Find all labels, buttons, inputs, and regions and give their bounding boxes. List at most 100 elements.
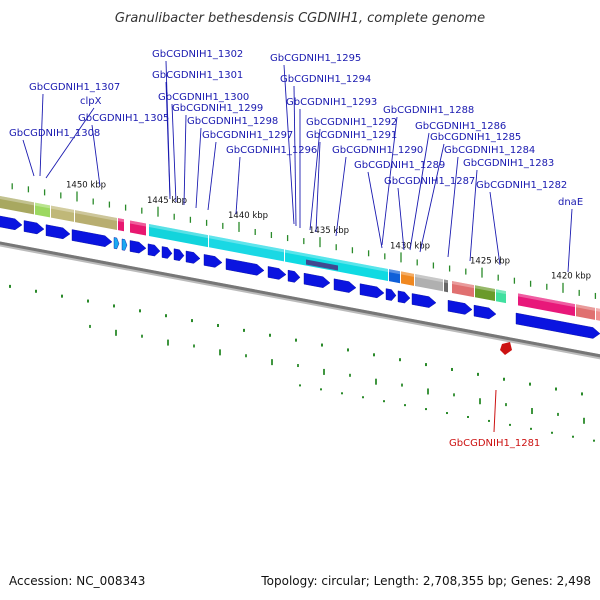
inner-feature-band [306,259,338,271]
map-title: Granulibacter bethesdensis CGDNIH1, comp… [115,11,485,26]
cds-arrow [333,278,357,293]
gene-leader-line [397,187,405,251]
cyan-feature-band [285,249,388,281]
cds-arrow [447,299,473,315]
gene-leader-line [419,143,445,253]
gene-label: dnaE [558,197,583,208]
gene-label: GbCGDNIH1_1294 [280,74,371,85]
gene-label: GbCGDNIH1_1301 [152,70,243,81]
tan-feature-band [75,210,117,230]
cds-arrow [147,243,161,257]
gene-leader-line [489,191,501,266]
salmon-feature-band [596,308,600,321]
orange-feature-band [401,271,414,286]
label-layer: 1450 kbp 1445 kbp 1440 kbp 1435 kbp 1430 kbp… [9,49,591,449]
feature-highlight [475,285,495,293]
cds-arrow [359,283,385,299]
feature-highlight [452,280,474,289]
gene-label: GbCGDNIH1_1305 [78,113,169,124]
gene-leader-line [293,85,297,227]
cds-arrow [303,272,331,288]
gene-leader-line [469,169,478,262]
feature-highlight [130,220,146,227]
gene-leader-line [171,103,177,203]
gene-label: GbCGDNIH1_1300 [158,92,249,103]
gene-leader-line [309,128,321,231]
gene-leader-line [45,107,95,179]
cds-arrow [185,250,201,264]
gene-label: GbCGDNIH1_1288 [383,105,474,116]
green-feature-band [475,285,495,302]
ruler-kbp-label: 1440 kbp [228,211,268,221]
gene-leader-line [409,132,430,251]
gene-label: GbCGDNIH1_1297 [202,130,293,141]
gene-leader-line [567,208,573,273]
cyan-feature-band [209,235,284,262]
cds-arrow [121,238,128,251]
ruler-kbp-label: 1435 kbp [309,226,349,236]
gene-label: GbCGDNIH1_1293 [286,97,377,108]
gene-label: GbCGDNIH1_1308 [9,128,100,139]
ruler-kbp-label: 1445 kbp [147,196,187,206]
genome-summary-text: Topology: circular; Length: 2,708,355 bp… [261,574,591,588]
cds-arrow [203,254,223,268]
feature-highlight [51,205,74,213]
gene-label: GbCGDNIH1_1287 [384,176,475,187]
gene-label: GbCGDNIH1_1292 [306,117,397,128]
gene-leader-line [447,156,459,258]
cds-arrow [225,258,265,276]
cds-arrow [397,290,411,304]
gene-leader-line [335,156,347,237]
cds-arrow [173,248,185,261]
gene-label: GbCGDNIH1_1286 [415,121,506,132]
gene-leader-line [183,114,187,206]
grey-feature-band [415,274,443,292]
cds-arrow [23,220,45,235]
accession-text: Accession: NC_008343 [9,574,146,588]
tan-feature-band [0,195,34,215]
feature-highlight [118,218,124,223]
feature-highlight [389,269,400,275]
gene-label: GbCGDNIH1_1296 [226,145,317,156]
cds-arrow [161,246,173,259]
gene-label: GbCGDNIH1_1283 [463,158,554,169]
feature-highlight [209,235,284,253]
gene-leader-line [91,124,101,187]
pink-feature-band [518,293,575,317]
gene-leader-line [283,64,295,225]
backbone-line [0,241,600,358]
feature-highlight [149,224,208,239]
ruler-kbp-label: 1430 kbp [390,241,430,251]
cds-arrow [411,293,437,308]
cds-arrow [71,229,113,247]
gene-leader-line [207,141,217,211]
cds-arrow [385,288,397,301]
ruler-kbp-label: 1420 kbp [551,272,591,282]
gene-label: GbCGDNIH1_1285 [430,132,521,143]
cds-arrow [473,304,497,320]
feature-highlight [576,304,595,311]
gene-label: GbCGDNIH1_1295 [270,53,361,64]
feature-highlight [496,289,506,295]
feature-highlight [0,195,34,206]
cds-arrow [515,312,600,339]
feature-highlight [35,202,50,209]
lime-feature-band [35,202,50,218]
ruler-kbp-label: 1450 kbp [66,181,106,191]
gene-label: GbCGDNIH1_1302 [152,49,243,60]
gene-label: GbCGDNIH1_1291 [306,130,397,141]
feature-highlight [75,210,117,221]
pink-feature-band [130,220,146,236]
feature-highlight [401,271,414,277]
gene-label: GbCGDNIH1_1290 [332,145,423,156]
gene-leader-line [235,156,241,215]
gene-label: GbCGDNIH1_1289 [354,160,445,171]
salmon-feature-band [452,280,474,298]
pink-feature-band [118,218,124,232]
cds-arrow [45,224,71,240]
gene-leader-line [315,141,321,233]
ruler-kbp-label: 1425 kbp [470,256,510,266]
gene-leader-line [381,116,398,246]
feature-highlight [444,279,448,284]
